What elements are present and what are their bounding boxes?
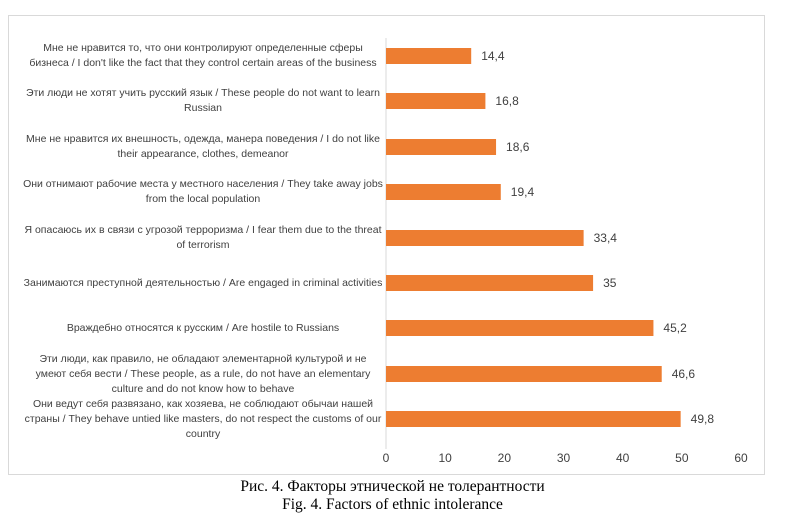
data-label: 14,4: [481, 49, 505, 63]
category-label: Враждебно относятся к русским / Are host…: [66, 321, 340, 334]
bar: [386, 230, 584, 246]
x-tick-label: 20: [498, 451, 512, 465]
category-label: Мне не нравится то, что они контролируют…: [29, 42, 377, 69]
category-label: Они отнимают рабочие места у местного на…: [23, 178, 383, 205]
x-tick-label: 40: [616, 451, 630, 465]
x-tick-label: 50: [675, 451, 689, 465]
bar: [386, 48, 472, 64]
data-label: 19,4: [511, 185, 535, 199]
bar: [386, 184, 501, 200]
category-label: Эти люди не хотят учить русский язык / T…: [26, 87, 380, 114]
figure-caption: Рис. 4. Факторы этнической не толерантно…: [0, 478, 785, 514]
bar: [386, 93, 486, 109]
caption-english: Fig. 4. Factors of ethnic intolerance: [282, 496, 503, 513]
bar: [386, 411, 681, 427]
bar: [386, 139, 497, 155]
caption-russian: Рис. 4. Факторы этнической не толерантно…: [240, 478, 545, 495]
x-tick-label: 60: [734, 451, 748, 465]
category-label: Занимаются преступной деятельностью / Ar…: [23, 276, 383, 289]
data-label: 49,8: [691, 412, 715, 426]
category-label: Эти люди, как правило, не обладают элеме…: [35, 352, 371, 395]
data-label: 45,2: [663, 321, 687, 335]
x-tick-label: 30: [557, 451, 571, 465]
data-label: 16,8: [495, 94, 519, 108]
data-label: 35: [603, 276, 617, 290]
bar: [386, 366, 662, 382]
data-label: 18,6: [506, 140, 530, 154]
x-tick-label: 10: [438, 451, 452, 465]
chart-frame: 14,4 16,8 18,6 19,4 33,4 35 45,2 46,6 49,8 0 10 20 3…: [8, 15, 765, 475]
x-tick-label: 0: [383, 451, 390, 465]
data-label: 33,4: [594, 231, 618, 245]
bar: [386, 320, 654, 336]
category-label: Они ведут себя развязано, как хозяева, н…: [24, 397, 382, 440]
bar-chart: 14,4 16,8 18,6 19,4 33,4 35 45,2 46,6 49,8 0 10 20 3…: [383, 38, 748, 465]
category-label: Мне не нравится их внешность, одежда, ма…: [26, 133, 380, 160]
category-label: Я опасаюсь их в связи с угрозой террориз…: [24, 224, 382, 251]
data-label: 46,6: [672, 367, 696, 381]
bar: [386, 275, 594, 291]
